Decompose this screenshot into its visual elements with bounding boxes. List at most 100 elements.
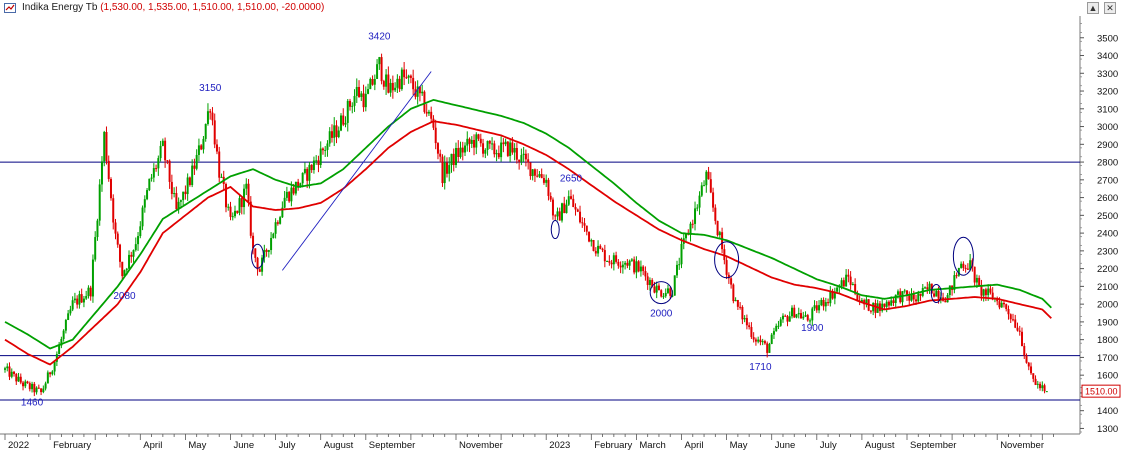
candle-body	[551, 199, 554, 216]
candle-body	[748, 325, 751, 328]
candle-body	[680, 243, 683, 265]
candle-body	[515, 148, 518, 160]
candle-body	[26, 381, 29, 384]
y-tick-label: 2100	[1097, 282, 1118, 293]
candle-body	[409, 75, 412, 78]
candle-body	[206, 111, 209, 124]
candle-body	[299, 183, 302, 188]
candle-body	[427, 111, 430, 114]
candle-body	[434, 127, 437, 144]
candle-body	[191, 165, 194, 185]
candle-body	[675, 264, 678, 276]
candle-body	[236, 210, 239, 213]
y-tick-label: 1800	[1097, 335, 1118, 346]
candle-body	[745, 318, 748, 326]
candle-body	[128, 254, 131, 269]
candle-body	[351, 105, 354, 107]
candle-body	[592, 240, 595, 251]
candle-body	[164, 140, 167, 161]
candle-body	[276, 222, 279, 224]
candle-body	[969, 260, 972, 270]
candle-body	[107, 160, 110, 180]
candle-body	[170, 181, 173, 194]
candle-body	[1025, 355, 1028, 363]
candle-body	[757, 339, 760, 342]
x-tick-label: May	[188, 440, 206, 451]
candle-body	[646, 276, 649, 285]
candle-body	[806, 315, 809, 321]
candle-body	[626, 262, 629, 266]
candle-body	[694, 208, 697, 224]
ohlc-readout: (1,530.00, 1,535.00, 1,510.00, 1,510.00,…	[100, 2, 325, 13]
candle-body	[660, 290, 663, 297]
candle-body	[752, 337, 755, 340]
x-tick-label: September	[910, 440, 956, 451]
candle-body	[766, 343, 769, 353]
candle-body	[768, 344, 771, 353]
candle-body	[538, 174, 541, 177]
candle-body	[387, 74, 390, 93]
candle-body	[10, 371, 13, 377]
candle-body	[576, 209, 579, 212]
candle-body	[800, 313, 803, 319]
x-tick-label: November	[1000, 440, 1044, 451]
candle-body	[80, 294, 83, 303]
candle-body	[297, 181, 300, 188]
candle-body	[563, 203, 566, 214]
candle-body	[252, 235, 255, 249]
candle-body	[966, 268, 969, 270]
candle-body	[809, 320, 812, 322]
y-tick-label: 2500	[1097, 211, 1118, 222]
candle-body	[342, 115, 345, 125]
candle-body	[750, 327, 753, 338]
candle-body	[353, 95, 356, 106]
candle-body	[637, 261, 640, 272]
candle-body	[815, 305, 818, 311]
candle-body	[439, 153, 442, 157]
candle-body	[545, 179, 548, 183]
candle-body	[326, 143, 329, 150]
candle-body	[734, 299, 737, 302]
candle-body	[822, 299, 825, 307]
candle-body	[763, 341, 766, 344]
candle-body	[639, 266, 642, 272]
candle-body	[953, 275, 956, 291]
candle-body	[518, 159, 521, 162]
candle-body	[256, 257, 259, 270]
candle-body	[349, 100, 352, 107]
candle-body	[721, 232, 724, 250]
price-annotation: 1460	[21, 397, 44, 408]
candle-body	[896, 291, 899, 295]
candle-body	[980, 285, 983, 296]
candle-body	[310, 164, 313, 171]
candle-body	[421, 91, 424, 94]
candle-body	[842, 280, 845, 287]
candle-body	[337, 130, 340, 138]
candle-body	[917, 293, 920, 302]
candle-body	[416, 86, 419, 97]
candle-body	[58, 345, 61, 355]
candle-body	[696, 207, 699, 209]
candle-body	[1043, 385, 1046, 392]
candle-body	[358, 86, 361, 97]
candle-body	[978, 277, 981, 286]
candle-body	[998, 301, 1001, 308]
y-tick-label: 2300	[1097, 246, 1118, 257]
candle-body	[484, 149, 487, 154]
candle-body	[468, 138, 471, 144]
candle-body	[148, 178, 151, 191]
candle-body	[892, 300, 895, 304]
price-annotation: 2080	[113, 291, 136, 302]
candle-body	[669, 288, 672, 296]
candle-body	[224, 183, 227, 208]
candle-body	[540, 174, 543, 179]
candle-body	[506, 141, 509, 156]
candle-body	[76, 298, 79, 305]
close-button[interactable]: ✕	[1104, 2, 1116, 14]
scroll-up-button[interactable]: ▲	[1087, 2, 1099, 14]
candle-body	[245, 183, 248, 189]
x-tick-label: September	[369, 440, 415, 451]
candle-body	[249, 201, 252, 236]
candle-body	[324, 149, 327, 151]
candle-body	[157, 158, 160, 169]
